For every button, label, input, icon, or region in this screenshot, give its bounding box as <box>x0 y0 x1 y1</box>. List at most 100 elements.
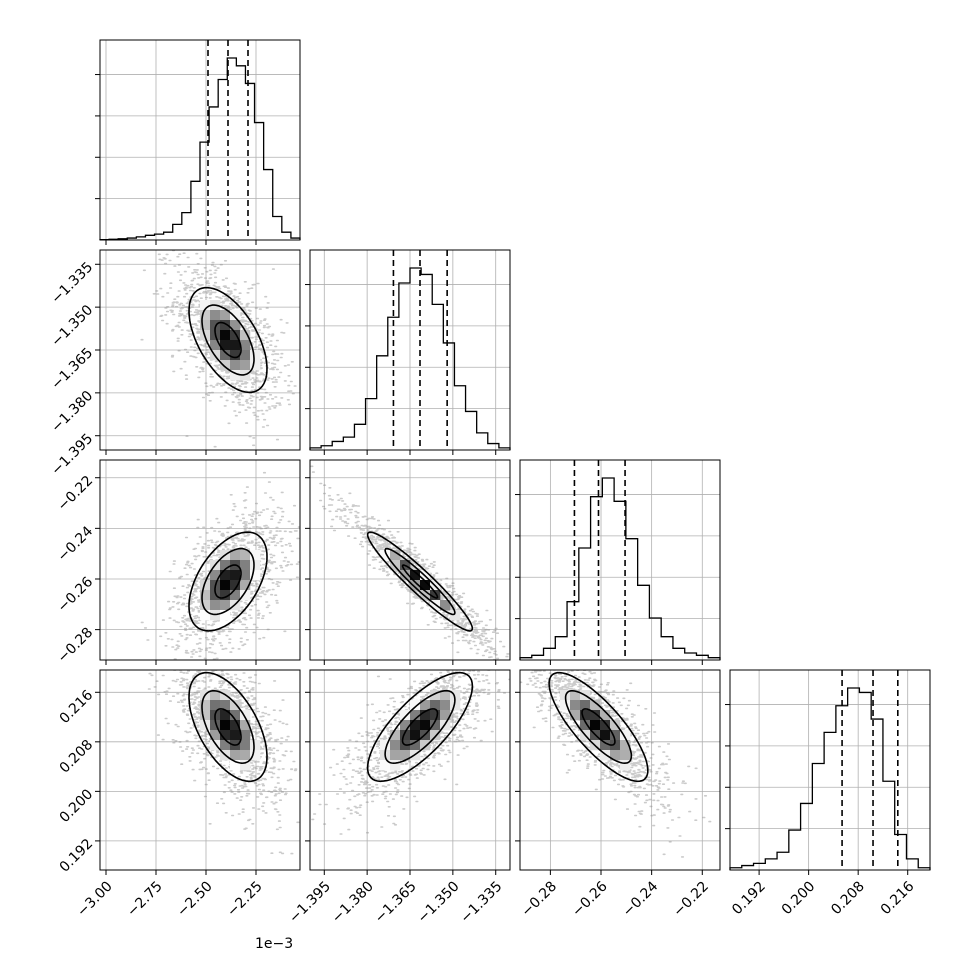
y-tick-label-3-2: 0.208 <box>57 737 97 777</box>
density-cell <box>560 700 571 711</box>
density-cell <box>390 760 401 771</box>
density-cell <box>400 570 411 581</box>
density-cell <box>200 310 211 321</box>
y-tick-label-1-0: −1.395 <box>48 431 96 479</box>
density-cell <box>430 700 441 711</box>
pair-frame <box>99 459 301 661</box>
density-cell <box>570 700 581 711</box>
density-cell <box>410 570 421 581</box>
hist-panel-2 <box>515 459 721 661</box>
hist-step <box>99 57 301 241</box>
x-tick-label-0-0: −3.00 <box>74 878 116 920</box>
density-cell <box>390 740 401 751</box>
density-cell <box>210 310 221 321</box>
density-cell <box>450 610 461 621</box>
pair-frame <box>99 669 301 871</box>
density-cell <box>220 560 231 571</box>
density-cell <box>200 610 211 621</box>
density-cell <box>600 750 611 761</box>
density-cell <box>600 740 611 751</box>
density-cell <box>240 590 251 601</box>
density-cell <box>420 700 431 711</box>
density-cell <box>380 740 391 751</box>
density-cell <box>580 700 591 711</box>
density-cell <box>230 550 241 561</box>
density-cell <box>220 590 231 601</box>
density-cell <box>600 710 611 721</box>
density-cell <box>220 610 231 621</box>
density-cell <box>240 720 251 731</box>
density-cell <box>230 310 241 321</box>
hist-frame <box>729 669 931 871</box>
density-cell <box>230 330 241 341</box>
contour-line <box>188 531 268 632</box>
density-cell <box>420 740 431 751</box>
density-cell <box>220 350 231 361</box>
y-tick-label-1-1: −1.380 <box>48 388 96 436</box>
density-cell <box>250 350 261 361</box>
contour-line <box>384 547 456 616</box>
density-cell <box>600 720 611 731</box>
pair-frame <box>519 669 721 871</box>
density-cell <box>230 570 241 581</box>
contour-line <box>188 671 268 783</box>
density-cell <box>230 750 241 761</box>
density-cell <box>420 580 431 591</box>
density-cell <box>610 740 621 751</box>
density-cell <box>210 730 221 741</box>
x-tick-label-1-0: −1.395 <box>286 878 334 926</box>
contour-line <box>201 304 255 376</box>
pair-panel-3-1 <box>305 669 511 875</box>
density-cell <box>610 730 621 741</box>
pair-inner <box>100 670 300 870</box>
contour-line <box>401 564 439 599</box>
pair-panel-1-0 <box>95 249 301 455</box>
density-cell <box>240 740 251 751</box>
y-tick-label-1-3: −1.350 <box>48 302 96 350</box>
density-cell <box>220 740 231 751</box>
density-cell <box>220 570 231 581</box>
density-cell <box>220 720 231 731</box>
pair-frame <box>309 669 511 871</box>
x-tick-label-3-2: 0.208 <box>828 878 868 918</box>
contour-line <box>366 531 474 632</box>
x-tick-label-0-3: −2.25 <box>224 878 266 920</box>
pair-panel-2-1 <box>305 459 511 665</box>
density-cell <box>430 730 441 741</box>
density-cell <box>580 710 591 721</box>
x-tick-label-0-1: −2.75 <box>124 878 166 920</box>
x-tick-label-3-1: 0.200 <box>779 878 819 918</box>
x-tick-label-2-1: −0.26 <box>569 878 611 920</box>
density-cell <box>380 550 391 561</box>
density-cell <box>620 740 631 751</box>
density-cell <box>210 700 221 711</box>
density-cell <box>230 760 241 771</box>
pair-panel-2-0 <box>95 459 301 665</box>
hist-frame <box>519 459 721 661</box>
pair-panel-3-0 <box>95 669 301 875</box>
density-cell <box>440 600 451 611</box>
density-cell <box>410 710 421 721</box>
density-cell <box>570 710 581 721</box>
density-cell <box>450 700 461 711</box>
contour-line <box>188 286 268 394</box>
density-cell <box>220 330 231 341</box>
contour-line <box>581 708 616 746</box>
density-cell <box>400 710 411 721</box>
hist-step <box>309 267 511 450</box>
density-cell <box>230 590 241 601</box>
density-cell <box>220 710 231 721</box>
density-cell <box>230 700 241 711</box>
y-tick-label-3-3: 0.216 <box>57 687 97 727</box>
density-cell <box>240 340 251 351</box>
density-cell <box>220 700 231 711</box>
density-cell <box>410 580 421 591</box>
hist-step <box>729 687 931 870</box>
density-cell <box>220 360 231 371</box>
pair-frame <box>99 249 301 451</box>
density-cell <box>220 730 231 741</box>
x-tick-label-3-0: 0.192 <box>729 878 769 918</box>
density-cell <box>430 590 441 601</box>
density-cell <box>230 710 241 721</box>
